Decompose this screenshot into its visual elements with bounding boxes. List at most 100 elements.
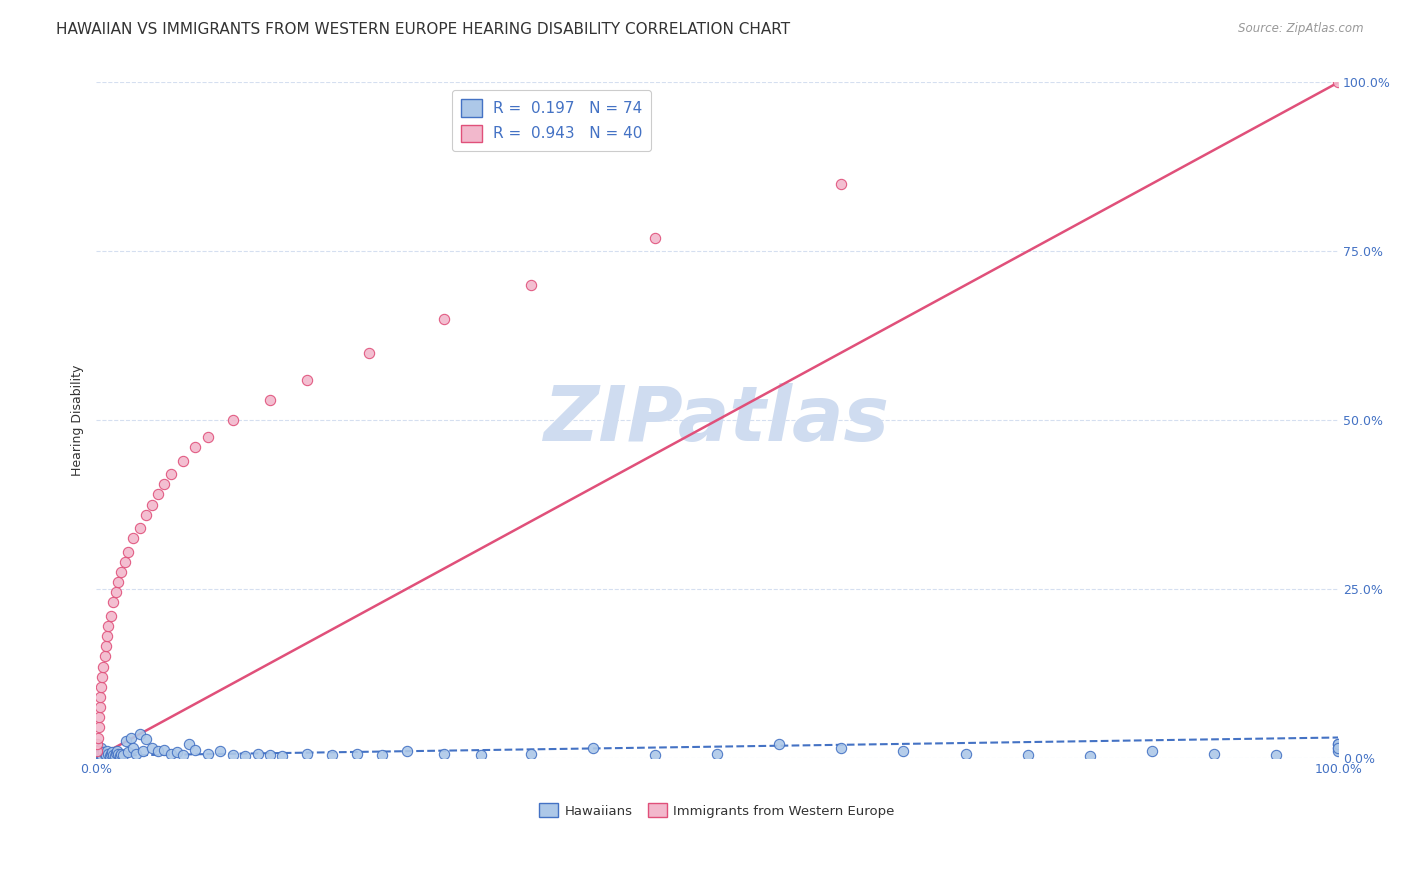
Point <box>97 747 120 761</box>
Point <box>644 231 666 245</box>
Point <box>146 487 169 501</box>
Point <box>233 748 256 763</box>
Point <box>166 745 188 759</box>
Point <box>122 740 145 755</box>
Point <box>94 640 117 654</box>
Point <box>1327 737 1350 751</box>
Point <box>153 477 176 491</box>
Point <box>93 649 115 664</box>
Point <box>97 619 120 633</box>
Point <box>135 508 157 522</box>
Point <box>89 700 111 714</box>
Point <box>96 744 118 758</box>
Point <box>1265 747 1288 762</box>
Text: HAWAIIAN VS IMMIGRANTS FROM WESTERN EUROPE HEARING DISABILITY CORRELATION CHART: HAWAIIAN VS IMMIGRANTS FROM WESTERN EURO… <box>56 22 790 37</box>
Point <box>520 747 543 762</box>
Point <box>271 748 294 763</box>
Point <box>86 737 108 751</box>
Text: ZIPatlas: ZIPatlas <box>544 383 890 457</box>
Point <box>259 747 281 762</box>
Point <box>93 745 115 759</box>
Point <box>1017 747 1039 762</box>
Point <box>100 747 122 762</box>
Point <box>184 742 207 756</box>
Point <box>91 670 114 684</box>
Point <box>86 744 108 758</box>
Point <box>321 747 343 762</box>
Point <box>86 748 108 763</box>
Point <box>89 742 111 756</box>
Point <box>103 747 125 762</box>
Point <box>141 498 163 512</box>
Point <box>132 744 155 758</box>
Point <box>297 373 319 387</box>
Point <box>87 731 110 745</box>
Point <box>146 744 169 758</box>
Point <box>90 680 112 694</box>
Point <box>184 440 207 454</box>
Point <box>179 737 201 751</box>
Point <box>1202 747 1225 762</box>
Point <box>89 747 111 761</box>
Point <box>197 430 219 444</box>
Point <box>91 748 114 763</box>
Point <box>246 747 269 762</box>
Point <box>1078 748 1101 763</box>
Point <box>1327 744 1350 758</box>
Point <box>221 747 243 762</box>
Point <box>110 747 132 761</box>
Point <box>122 531 145 545</box>
Point <box>125 747 148 762</box>
Point <box>104 585 127 599</box>
Point <box>297 747 319 762</box>
Point <box>89 710 111 724</box>
Point <box>955 747 977 762</box>
Point <box>135 731 157 746</box>
Point <box>94 747 117 762</box>
Point <box>84 747 107 762</box>
Point <box>100 609 122 624</box>
Point <box>172 453 194 467</box>
Point <box>893 744 915 758</box>
Point <box>117 545 139 559</box>
Point <box>1327 740 1350 755</box>
Point <box>221 413 243 427</box>
Point <box>112 747 135 762</box>
Point <box>90 740 112 755</box>
Point <box>96 629 118 643</box>
Point <box>89 690 111 704</box>
Point <box>830 177 852 191</box>
Point <box>1327 75 1350 89</box>
Point <box>395 744 418 758</box>
Point <box>93 659 115 673</box>
Point <box>359 345 381 359</box>
Point <box>433 747 456 762</box>
Point <box>830 740 852 755</box>
Point <box>87 747 110 762</box>
Point <box>1327 740 1350 755</box>
Point <box>159 747 181 762</box>
Point <box>371 747 394 762</box>
Point <box>1140 744 1163 758</box>
Y-axis label: Hearing Disability: Hearing Disability <box>72 365 84 475</box>
Point <box>87 745 110 759</box>
Legend: Hawaiians, Immigrants from Western Europe: Hawaiians, Immigrants from Western Europ… <box>534 798 900 823</box>
Point <box>117 745 139 759</box>
Point <box>110 565 132 579</box>
Point <box>114 555 136 569</box>
Point <box>159 467 181 482</box>
Point <box>87 720 110 734</box>
Point <box>107 575 129 590</box>
Point <box>104 748 127 763</box>
Point <box>103 595 125 609</box>
Point <box>105 744 128 758</box>
Point <box>1327 737 1350 751</box>
Point <box>108 748 131 763</box>
Point <box>107 747 129 762</box>
Point <box>768 737 790 751</box>
Point <box>120 731 142 745</box>
Point <box>706 747 728 762</box>
Point <box>209 744 232 758</box>
Point <box>86 744 108 758</box>
Point <box>433 311 456 326</box>
